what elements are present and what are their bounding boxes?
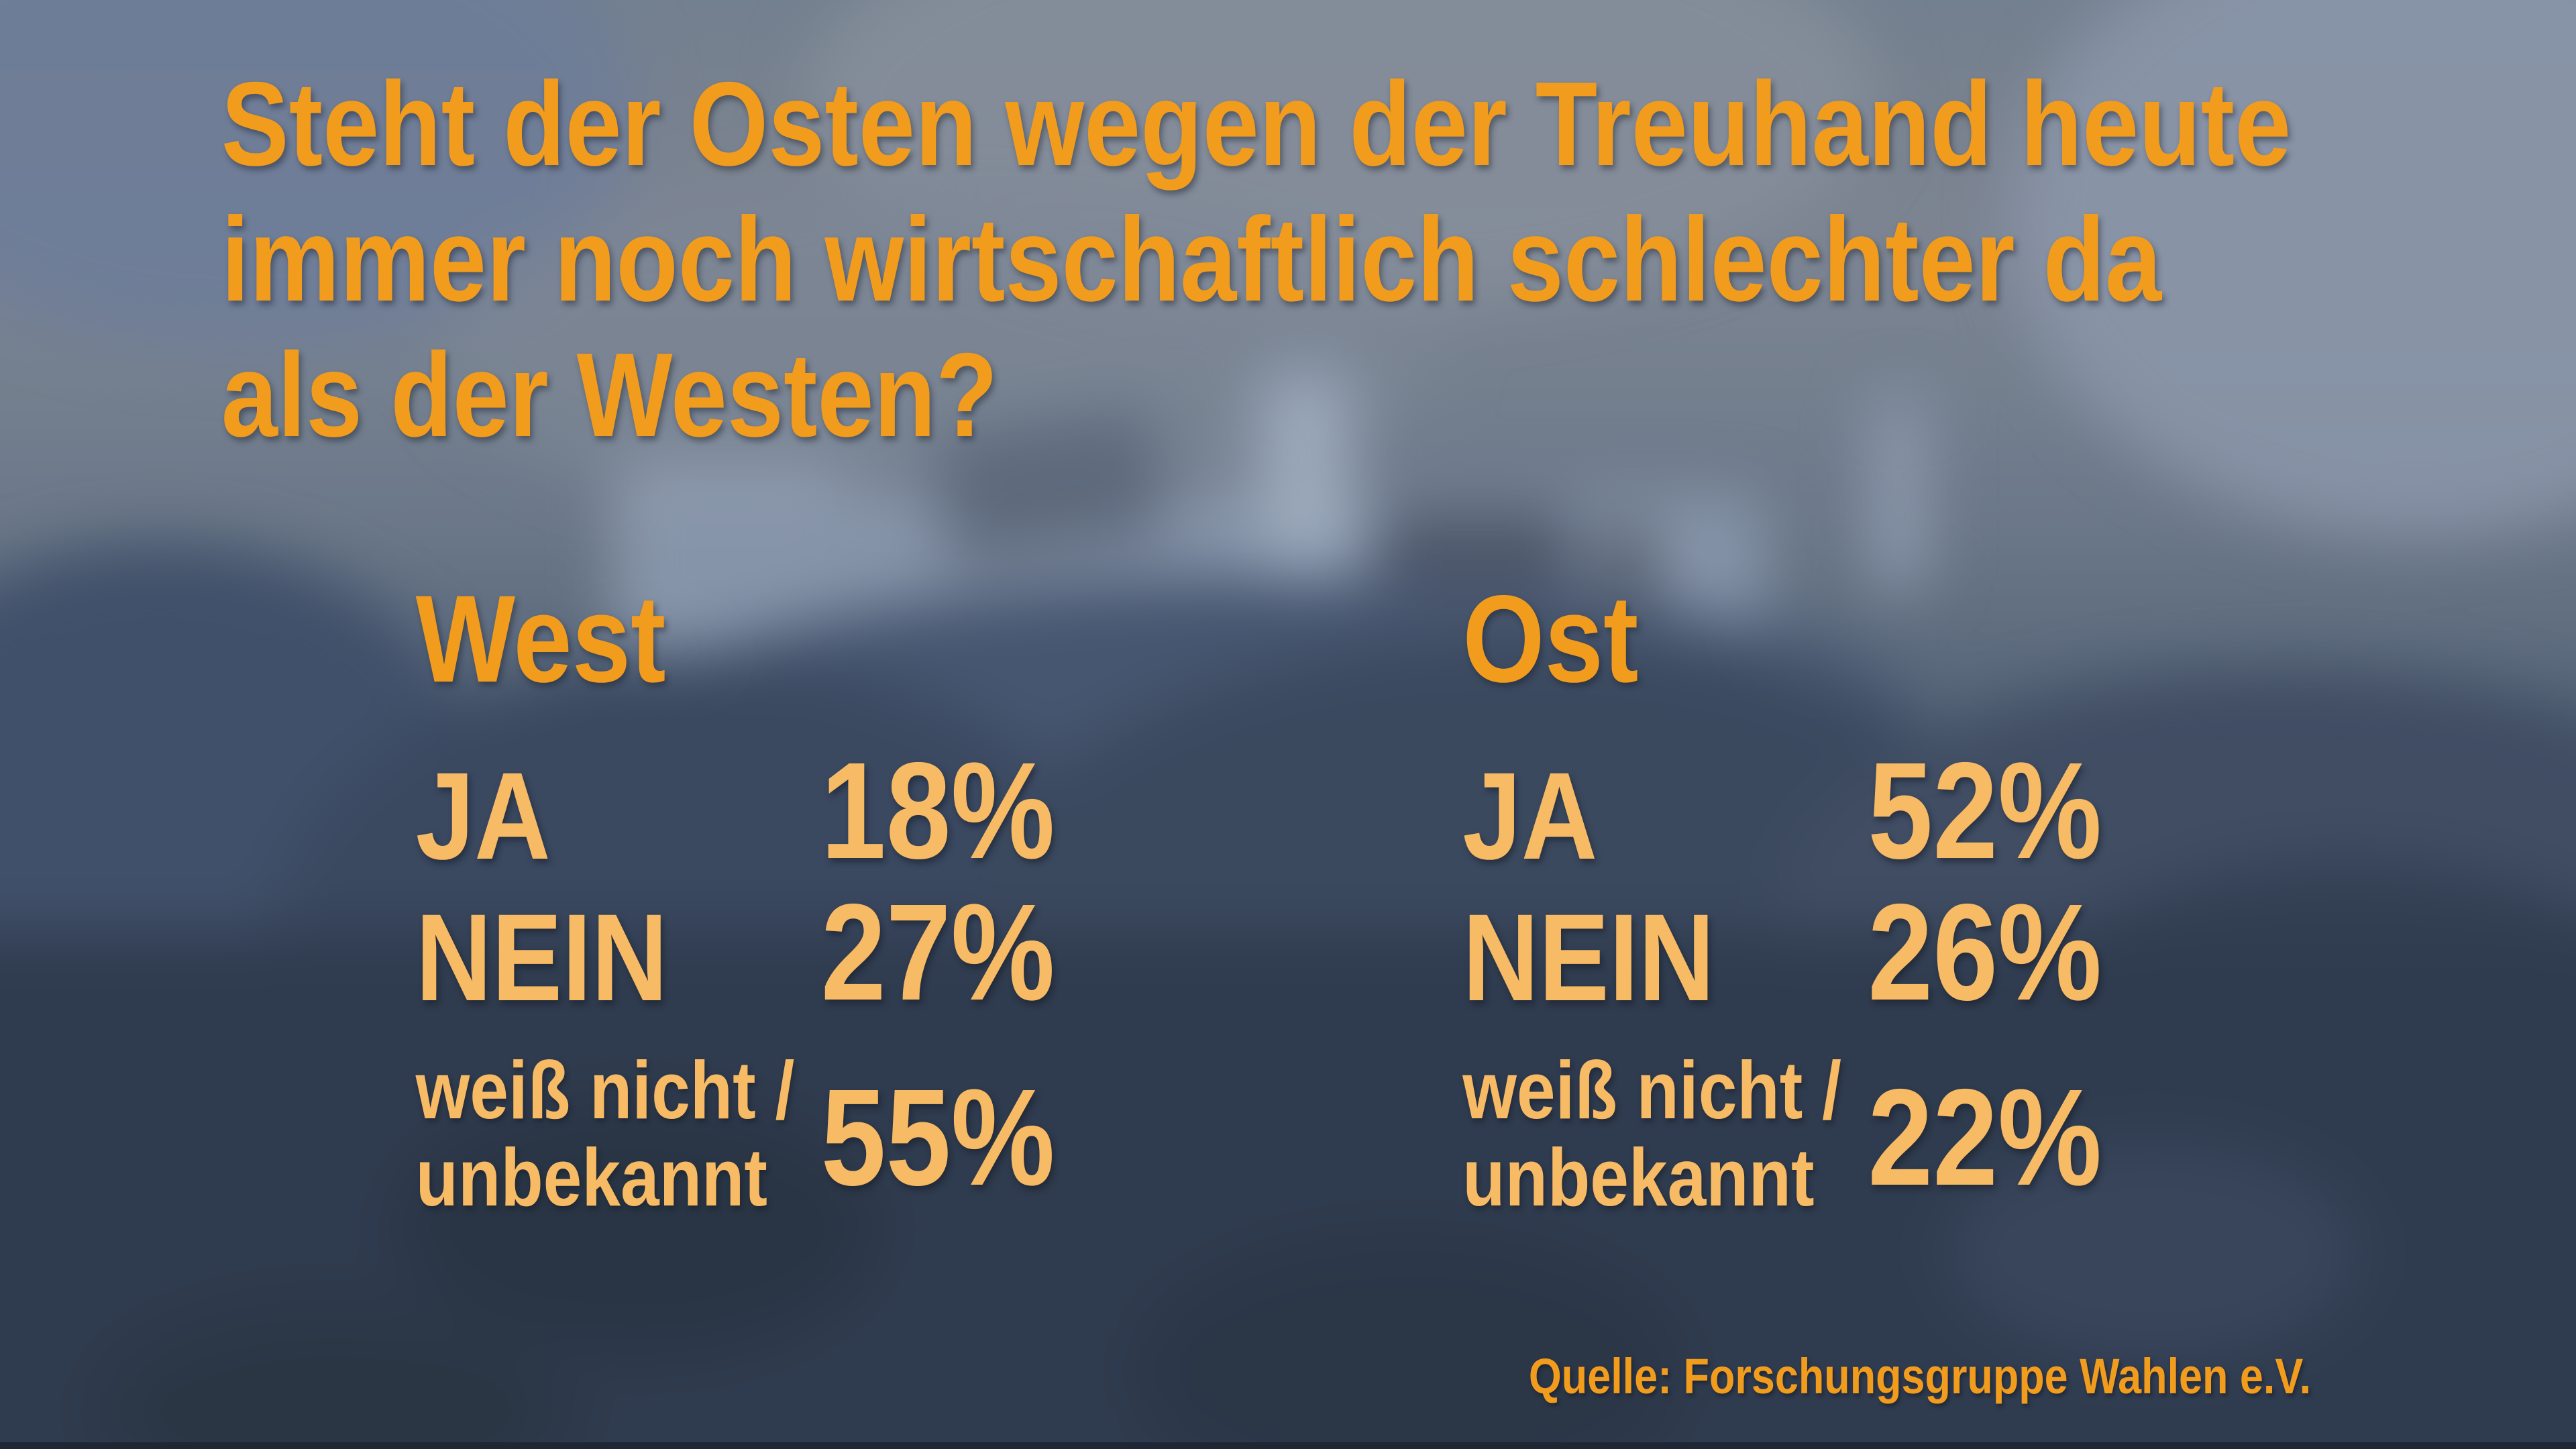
west-results-column: West JA 18% NEIN 27% weiß nicht / unbeka…	[416, 0, 1055, 1449]
west-ja-label: JA	[415, 747, 551, 885]
west-ja-value: 18%	[820, 734, 1055, 888]
forest-shadow-patch	[1140, 1241, 1677, 1449]
west-column-header: West	[415, 570, 666, 708]
west-nein-value: 27%	[820, 875, 1055, 1029]
west-unknown-label: weiß nicht / unbekannt	[416, 1046, 795, 1221]
question-title: Steht der Osten wegen der Treuhand heute…	[221, 56, 2531, 463]
ost-nein-label: NEIN	[1462, 889, 1715, 1027]
ost-ja-label: JA	[1462, 747, 1598, 885]
question-title-line-3: als der Westen?	[221, 328, 998, 462]
ost-column-header: Ost	[1462, 570, 1639, 708]
ost-unknown-label-line-2: unbekannt	[1462, 1132, 1815, 1223]
west-unknown-label-line-1: weiß nicht /	[415, 1044, 795, 1136]
ost-unknown-label: weiß nicht / unbekannt	[1462, 1046, 1841, 1221]
bottom-edge-strip	[0, 1442, 2576, 1449]
source-attribution: Quelle: Forschungsgruppe Wahlen e.V.	[1528, 1348, 2312, 1404]
forest-highlight-patch	[1945, 1140, 2361, 1362]
ost-ja-value: 52%	[1868, 734, 2102, 888]
west-unknown-label-line-2: unbekannt	[415, 1132, 767, 1223]
question-title-line-2: immer noch wirtschaftlich schlechter da	[221, 193, 2162, 326]
west-nein-label: NEIN	[415, 889, 668, 1027]
forest-shadow-patch	[402, 1107, 872, 1348]
west-unknown-value: 55%	[820, 1061, 1055, 1214]
ost-unknown-value: 22%	[1868, 1061, 2102, 1214]
ost-results-column: Ost JA 52% NEIN 26% weiß nicht / unbekan…	[1462, 0, 2102, 1449]
castle-spire	[1872, 396, 1925, 590]
ost-unknown-label-line-1: weiß nicht /	[1462, 1044, 1841, 1136]
question-title-line-1: Steht der Osten wegen der Treuhand heute	[221, 57, 2292, 191]
ost-nein-value: 26%	[1868, 875, 2102, 1029]
